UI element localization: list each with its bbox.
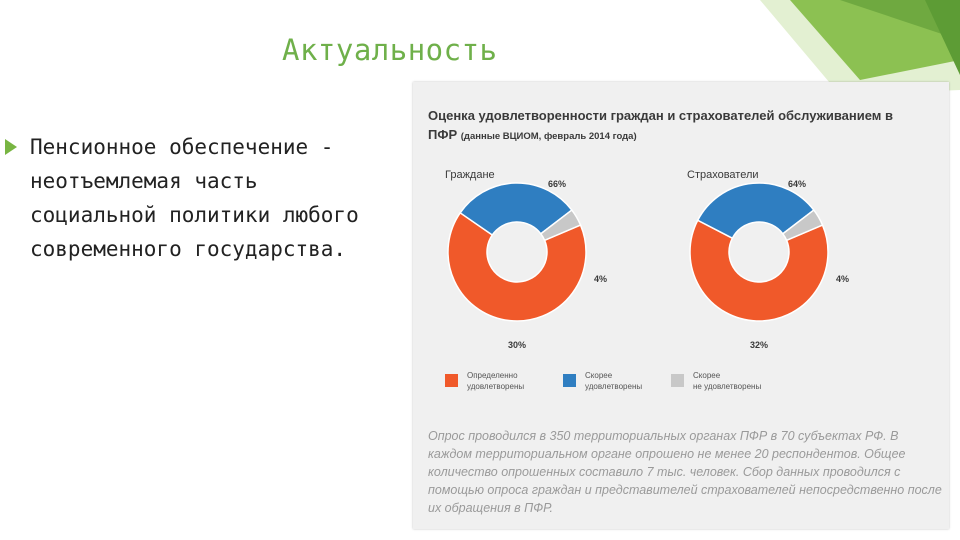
- chart-title: Оценка удовлетворенности граждан и страх…: [428, 106, 908, 146]
- bullet-arrow-icon: [5, 139, 17, 155]
- chart-title-sub: (данные ВЦИОМ, февраль 2014 года): [460, 131, 637, 142]
- data-label: 66%: [548, 179, 566, 189]
- data-label: 4%: [836, 274, 849, 284]
- panel-shadow-edge: [410, 85, 412, 537]
- data-label: 4%: [594, 274, 607, 284]
- donut-title: Страхователи: [687, 169, 759, 181]
- slide-title: Актуальность: [282, 33, 498, 67]
- donut-slice-rather-satisfied: [459, 182, 573, 237]
- legend-swatch: [671, 374, 684, 387]
- legend-swatch: [445, 374, 458, 387]
- data-label: 64%: [788, 179, 806, 189]
- data-label: 32%: [750, 340, 768, 350]
- data-label: 30%: [508, 340, 526, 350]
- donut-charts: Граждане 66% 30% 4% Страхователи 64% 32% 4% Опре…: [445, 169, 849, 391]
- donut-slice-rather-satisfied: [696, 182, 815, 240]
- survey-footnote: Опрос проводился в 350 территориальных о…: [428, 429, 942, 515]
- legend-label: Скорее: [585, 371, 613, 380]
- legend-label: Определенно: [467, 371, 518, 380]
- donut-title: Граждане: [445, 169, 495, 181]
- donut-slice-definitely-satisfied: [689, 219, 829, 322]
- legend-label: Скорее: [693, 371, 721, 380]
- infographic-panel: Оценка удовлетворенности граждан и страх…: [413, 82, 949, 529]
- legend-label: не удовлетворены: [693, 382, 761, 391]
- donut-slice-rather-unsatisfied: [781, 209, 824, 242]
- chart-title-main: Оценка удовлетворенности граждан и страх…: [428, 108, 893, 142]
- donut-slice-rather-unsatisfied: [539, 209, 582, 242]
- bullet-text: Пенсионное обеспечение - неотъемлемая ча…: [30, 135, 359, 261]
- donut-slice-definitely-satisfied: [447, 211, 587, 322]
- legend-label: удовлетворены: [585, 382, 642, 391]
- legend-label: удовлетворены: [467, 382, 524, 391]
- legend-swatch: [563, 374, 576, 387]
- corner-decoration: [760, 0, 960, 95]
